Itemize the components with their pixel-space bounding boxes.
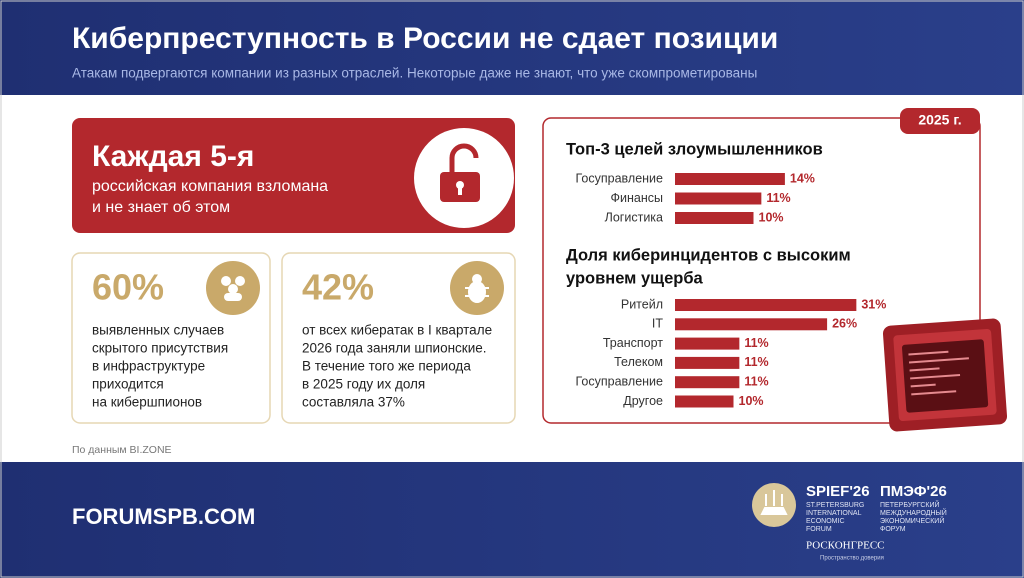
stat-text: приходится [92,377,164,392]
stat-value: 60% [92,267,164,308]
brand-line: ФОРУМ [880,526,906,533]
stat-text: скрытого присутствия [92,341,228,356]
chart-title: Топ-3 целей злоумышленников [566,140,823,158]
category-label: Транспорт [603,336,663,350]
stat-value: 42% [302,267,374,308]
chart-title: Доля киберинцидентов с высоким [566,246,851,264]
chart-panel [542,117,981,424]
bar [675,395,734,408]
badge-text: 2025 г. [918,112,961,128]
brand-line: МЕЖДУНАРОДНЫЙ [880,508,947,517]
bar [675,192,762,205]
highlight-text: российская компания взломана [92,178,328,195]
bar [675,337,740,350]
bar [675,212,754,224]
title: Киберпреступность в России не сдает пози… [72,22,778,55]
source: По данным BI.ZONE [72,444,172,456]
category-label: Логистика [605,210,663,224]
value-label: 26% [832,317,857,331]
category-label: Телеком [614,355,663,369]
bar [675,376,740,389]
brand-line: ПЕТЕРБУРГСКИЙ [880,500,940,509]
stat-text: от всех кибератак в I квартале [302,323,492,338]
brand-ru: ПМЭФ'26 [880,483,947,500]
bug-icon-glyph [465,274,489,303]
bar [675,173,785,185]
brand-en: SPIEF'26 [806,483,870,500]
category-label: Ритейл [621,297,663,311]
value-label: 11% [744,374,768,388]
value-label: 11% [766,191,790,205]
stat-text: В течение того же периода [302,359,471,374]
category-label: Госуправление [576,374,664,388]
stat-text: 2026 года заняли шпионские. [302,341,487,356]
value-label: 11% [744,336,768,350]
category-label: Госуправление [576,171,664,185]
forum-logo-glyph [760,490,788,515]
organizer-tagline: Пространство доверия [820,556,884,562]
category-label: Финансы [611,191,663,205]
brand-line: INTERNATIONAL [806,510,862,517]
site: FORUMSPB.COM [72,504,255,529]
stat-text: на кибершпионов [92,395,202,410]
header-band [0,0,1024,95]
subtitle: Атакам подвергаются компании из разных о… [72,66,757,81]
value-label: 10% [739,394,764,408]
value-label: 31% [861,297,886,311]
computer-illustration [882,318,1008,432]
value-label: 10% [759,210,784,224]
brand-line: ЭКОНОМИЧЕСКИЙ [880,516,944,525]
people-icon-glyph [221,276,245,301]
bar [675,299,857,311]
highlight-card [72,118,515,233]
organizer: РОСКОНГРЕСС [806,540,885,552]
category-label: IT [652,317,663,331]
bar [675,318,828,331]
chart-title: уровнем ущерба [566,269,704,287]
category-label: Другое [623,394,663,408]
highlight-text: и не знает об этом [92,199,230,216]
stat-text: в инфраструктуре [92,359,205,374]
stat-text: выявленных случаев [92,323,224,338]
value-label: 11% [744,355,768,369]
badge [900,108,980,134]
bar [675,356,740,369]
brand-line: ST.PETERSBURG [806,502,864,509]
lock-icon [440,143,480,202]
highlight-headline: Каждая 5-я [92,140,254,173]
value-label: 14% [790,171,815,185]
stat-text: составляла 37% [302,395,405,410]
brand-line: FORUM [806,526,832,533]
footer-band [0,462,1024,578]
brand-line: ECONOMIC [806,518,845,525]
stat-text: в 2025 году их доля [302,377,425,392]
